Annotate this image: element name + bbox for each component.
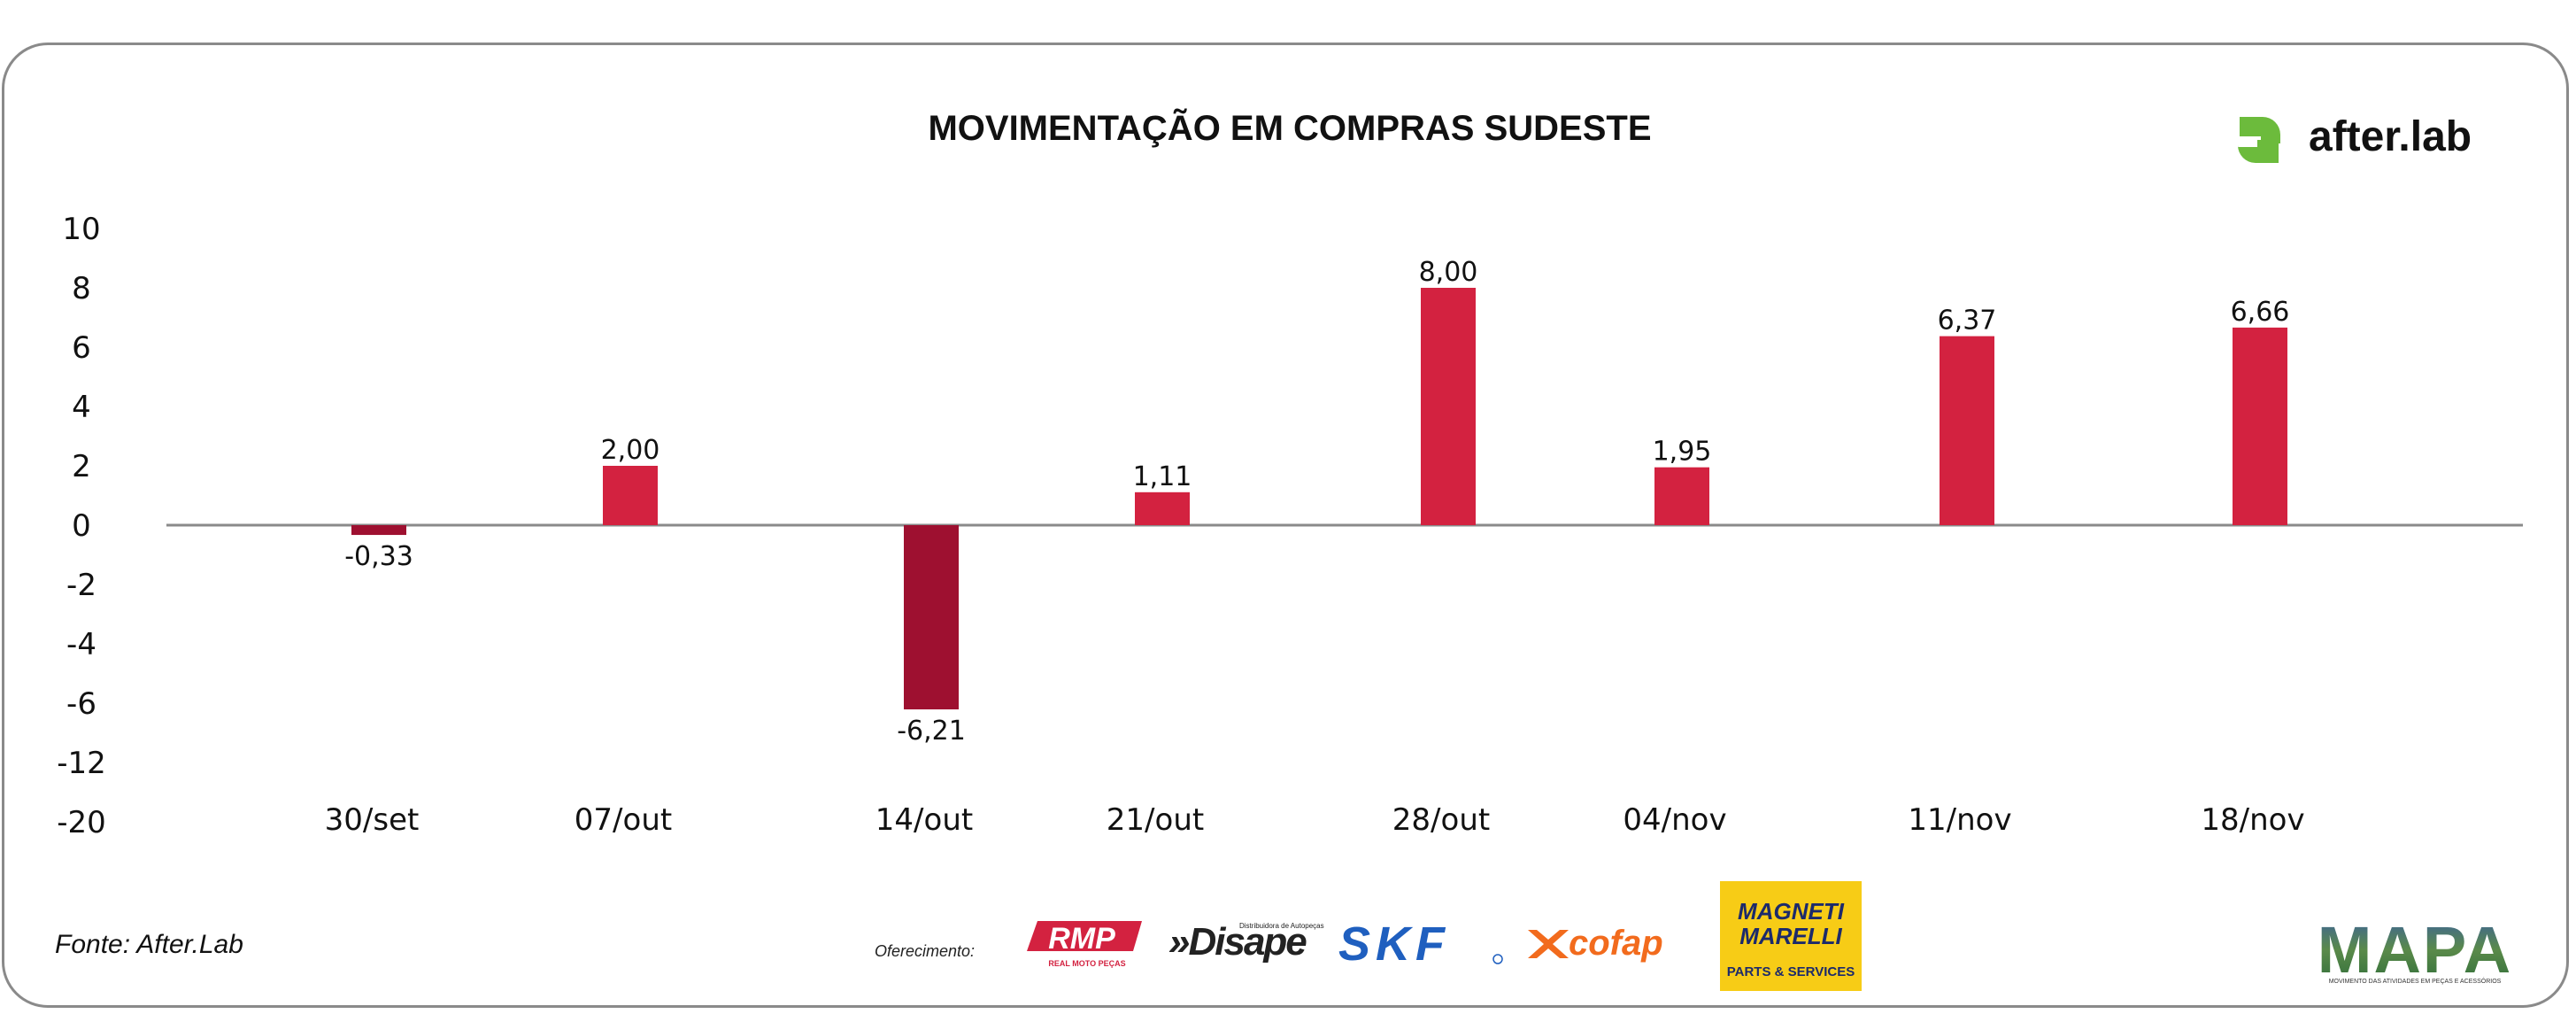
data-label: -6,21 — [897, 716, 966, 747]
magneti-marelli-logo: MAGNETI MARELLI PARTS & SERVICES — [1720, 881, 1862, 991]
x-tick-label: 18/nov — [2201, 802, 2304, 838]
y-tick-label: 0 — [72, 508, 91, 544]
y-axis: 10 8 6 4 2 0 -2 -4 -6 -12 -20 — [57, 212, 106, 840]
data-label: 8,00 — [1419, 257, 1478, 288]
disape-logo-text: »Disape — [1168, 920, 1307, 964]
bar — [1654, 467, 1709, 525]
x-axis: 30/set 07/out 14/out 21/out 28/out 04/nov 11/n… — [325, 802, 2305, 838]
y-tick-label: 2 — [72, 449, 91, 484]
x-tick-label: 07/out — [575, 802, 672, 838]
disape-logo: Distribuidora de Autopeças »Disape — [1168, 920, 1324, 964]
cofap-logo-text: cofap — [1569, 924, 1663, 963]
afterlab-logo-mark-lower — [2238, 122, 2279, 163]
bar — [351, 525, 406, 536]
y-tick-label: 6 — [72, 330, 91, 366]
data-labels: -0,33 2,00 -6,21 1,11 8,00 1,95 6,37 6,66 — [344, 257, 2289, 747]
bar — [603, 466, 658, 525]
afterlab-logo: after.lab — [2238, 113, 2472, 163]
magneti-marelli-subtext: PARTS & SERVICES — [1727, 964, 1855, 979]
afterlab-logo-mark — [2240, 117, 2280, 143]
bar — [904, 525, 959, 710]
x-tick-label: 30/set — [325, 802, 420, 838]
bars — [351, 288, 2287, 710]
magneti-marelli-line1: MAGNETI — [1738, 898, 1845, 925]
rmp-logo: RMP REAL MOTO PEÇAS — [1027, 921, 1142, 968]
registered-mark-icon — [1492, 954, 1503, 964]
source-text: Fonte: After.Lab — [55, 930, 243, 959]
x-tick-label: 04/nov — [1623, 802, 1726, 838]
skf-logo-text: SKF — [1338, 917, 1450, 971]
bar — [1135, 492, 1190, 525]
rmp-logo-subtext: REAL MOTO PEÇAS — [1048, 959, 1125, 968]
x-tick-label: 14/out — [875, 802, 973, 838]
magneti-marelli-line2: MARELLI — [1739, 923, 1842, 949]
y-tick-label: 4 — [72, 390, 91, 425]
mapa-logo: MAPA MOVIMENTO DAS ATIVIDADES EM PEÇAS E… — [2318, 913, 2512, 987]
data-label: 6,37 — [1938, 306, 1997, 337]
chart-title: MOVIMENTAÇÃO EM COMPRAS SUDESTE — [928, 107, 1651, 148]
data-label: 6,66 — [2231, 297, 2290, 328]
data-label: 1,11 — [1133, 461, 1192, 492]
afterlab-logo-text: after.lab — [2309, 113, 2472, 160]
bar — [1940, 336, 1994, 525]
y-tick-label: 8 — [72, 271, 91, 306]
sponsor-label: Oferecimento: — [875, 942, 975, 960]
x-tick-label: 11/nov — [1908, 802, 2011, 838]
y-tick-label: -4 — [66, 627, 96, 662]
bar — [2233, 327, 2287, 525]
x-tick-label: 21/out — [1107, 802, 1204, 838]
skf-logo: SKF — [1338, 917, 1503, 971]
mapa-logo-subtext: MOVIMENTO DAS ATIVIDADES EM PEÇAS E ACES… — [2329, 977, 2502, 985]
data-label: 1,95 — [1653, 437, 1712, 468]
y-tick-label: -20 — [57, 805, 106, 840]
y-tick-label: 10 — [62, 212, 100, 247]
x-tick-label: 28/out — [1392, 802, 1490, 838]
magneti-marelli-bg — [1720, 881, 1862, 991]
bar — [1421, 288, 1476, 525]
mapa-logo-text: MAPA — [2318, 913, 2512, 987]
y-tick-label: -12 — [57, 746, 106, 781]
rmp-logo-shape — [1027, 921, 1142, 951]
rmp-logo-text: RMP — [1048, 922, 1115, 956]
y-tick-label: -6 — [66, 686, 96, 722]
y-tick-label: -2 — [66, 568, 96, 603]
cofap-logo: cofap — [1528, 924, 1663, 963]
data-label: -0,33 — [344, 541, 413, 572]
disape-logo-subtext: Distribuidora de Autopeças — [1239, 922, 1324, 930]
cofap-x-icon — [1528, 930, 1569, 958]
data-label: 2,00 — [601, 435, 660, 466]
